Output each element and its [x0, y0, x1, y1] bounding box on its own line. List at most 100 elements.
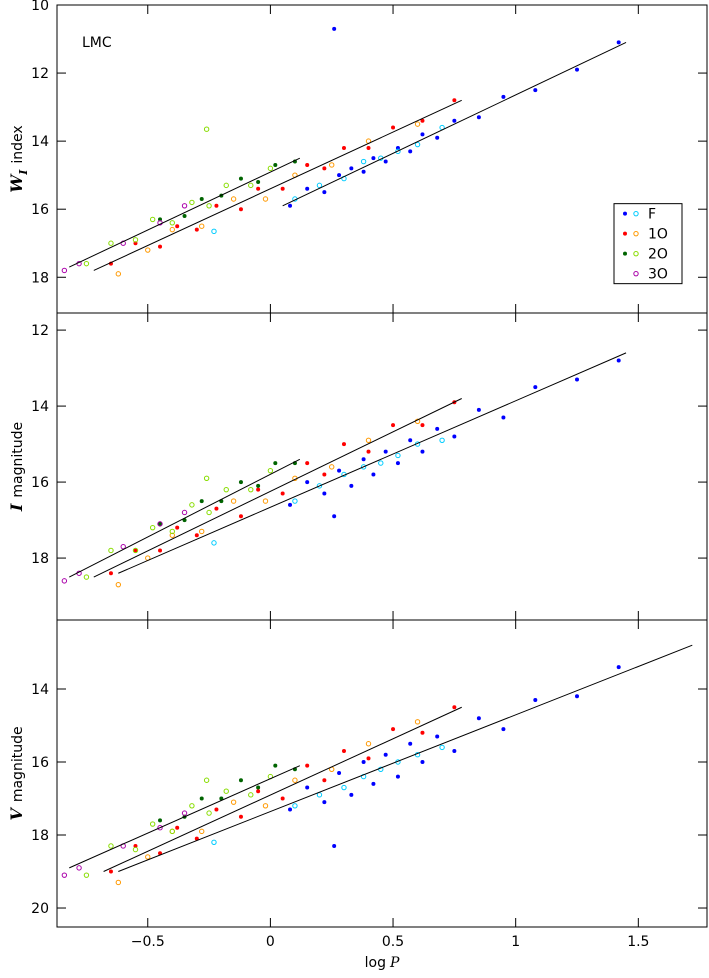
legend-label: 2O	[648, 247, 668, 263]
data-point	[452, 749, 457, 754]
data-point	[199, 196, 204, 201]
data-point-open	[149, 821, 156, 827]
data-point-open	[248, 486, 254, 493]
data-point	[341, 442, 346, 447]
data-point-open	[149, 524, 156, 531]
data-point	[280, 796, 285, 801]
y-tick-label: 14	[31, 399, 49, 415]
data-point	[395, 461, 400, 466]
data-point-open	[230, 196, 237, 202]
data-point	[238, 514, 243, 519]
data-point-open	[292, 803, 298, 809]
data-point	[322, 166, 327, 171]
data-point	[280, 186, 285, 191]
data-point-open	[115, 879, 122, 886]
fit-line	[69, 458, 301, 578]
data-point	[305, 480, 310, 485]
data-point	[305, 785, 310, 790]
data-point	[420, 118, 425, 123]
data-point	[288, 502, 293, 507]
data-point-open	[120, 543, 126, 550]
data-point-open	[395, 148, 401, 155]
data-point	[238, 176, 243, 181]
y-tick-label: 18	[31, 551, 49, 567]
data-point	[395, 774, 400, 779]
data-point	[332, 514, 337, 519]
data-point	[322, 778, 327, 783]
fit-line	[103, 706, 462, 872]
data-point	[158, 521, 163, 526]
data-point	[349, 166, 354, 171]
legend-label: 3O	[648, 267, 668, 283]
data-point-open	[414, 121, 421, 127]
data-point-open	[292, 498, 298, 504]
data-point	[391, 727, 396, 732]
data-point-open	[262, 803, 269, 809]
data-point	[361, 457, 366, 462]
fit-line	[69, 157, 301, 268]
data-point-open	[439, 744, 445, 751]
fit-line	[93, 398, 462, 578]
data-point-open	[149, 216, 156, 223]
data-point-open	[169, 226, 175, 233]
data-point	[199, 499, 204, 504]
data-point-open	[83, 260, 90, 267]
y-label-text: magnitude	[10, 422, 26, 498]
data-point	[383, 752, 388, 757]
data-point-open	[203, 777, 210, 783]
data-point	[337, 468, 342, 473]
data-point	[175, 224, 180, 229]
y-label-symbol: I	[7, 503, 26, 512]
data-point-open	[61, 578, 68, 584]
data-point-open	[329, 162, 335, 168]
data-point	[452, 434, 457, 439]
data-point	[476, 115, 481, 120]
data-point-open	[145, 854, 151, 860]
data-point-open	[199, 828, 205, 835]
data-point	[408, 438, 413, 443]
data-point	[391, 423, 396, 428]
data-point	[575, 67, 579, 72]
data-point-open	[132, 547, 139, 554]
data-point	[533, 88, 538, 93]
legend-marker	[623, 251, 627, 256]
data-point-open	[108, 843, 114, 849]
legend-marker-open	[633, 230, 639, 237]
fit-line	[93, 99, 462, 271]
data-point	[533, 697, 538, 702]
data-point-open	[169, 532, 175, 538]
x-tick-label: 1	[511, 934, 520, 950]
plot-frame	[56, 312, 708, 621]
data-point	[349, 792, 354, 797]
data-point	[408, 149, 413, 154]
y-tick-label: 14	[31, 134, 49, 150]
data-point	[452, 705, 457, 710]
data-point	[322, 472, 327, 477]
data-point	[273, 162, 278, 167]
data-point-open	[157, 521, 163, 527]
y-label-text: magnitude	[10, 726, 26, 802]
data-point	[501, 94, 506, 99]
data-point-open	[329, 464, 335, 470]
data-point	[238, 778, 243, 783]
annotation: LMC	[82, 35, 112, 51]
data-point	[158, 244, 163, 249]
y-label-subscript: I	[17, 169, 30, 176]
data-point-open	[115, 271, 122, 277]
data-point-open	[157, 825, 163, 831]
legend-marker-open	[633, 270, 639, 277]
data-point-open	[145, 247, 151, 253]
data-point	[533, 385, 538, 390]
data-point-open	[169, 220, 175, 226]
y-axis-label: WIindex	[7, 125, 30, 192]
data-point-open	[360, 464, 367, 470]
data-point	[332, 26, 337, 31]
data-point	[616, 358, 621, 363]
data-point-open	[248, 182, 254, 189]
data-point	[420, 760, 425, 765]
data-point	[452, 98, 457, 103]
y-label-symbol: W	[7, 173, 26, 193]
data-point	[322, 190, 327, 195]
legend-marker	[623, 231, 627, 236]
